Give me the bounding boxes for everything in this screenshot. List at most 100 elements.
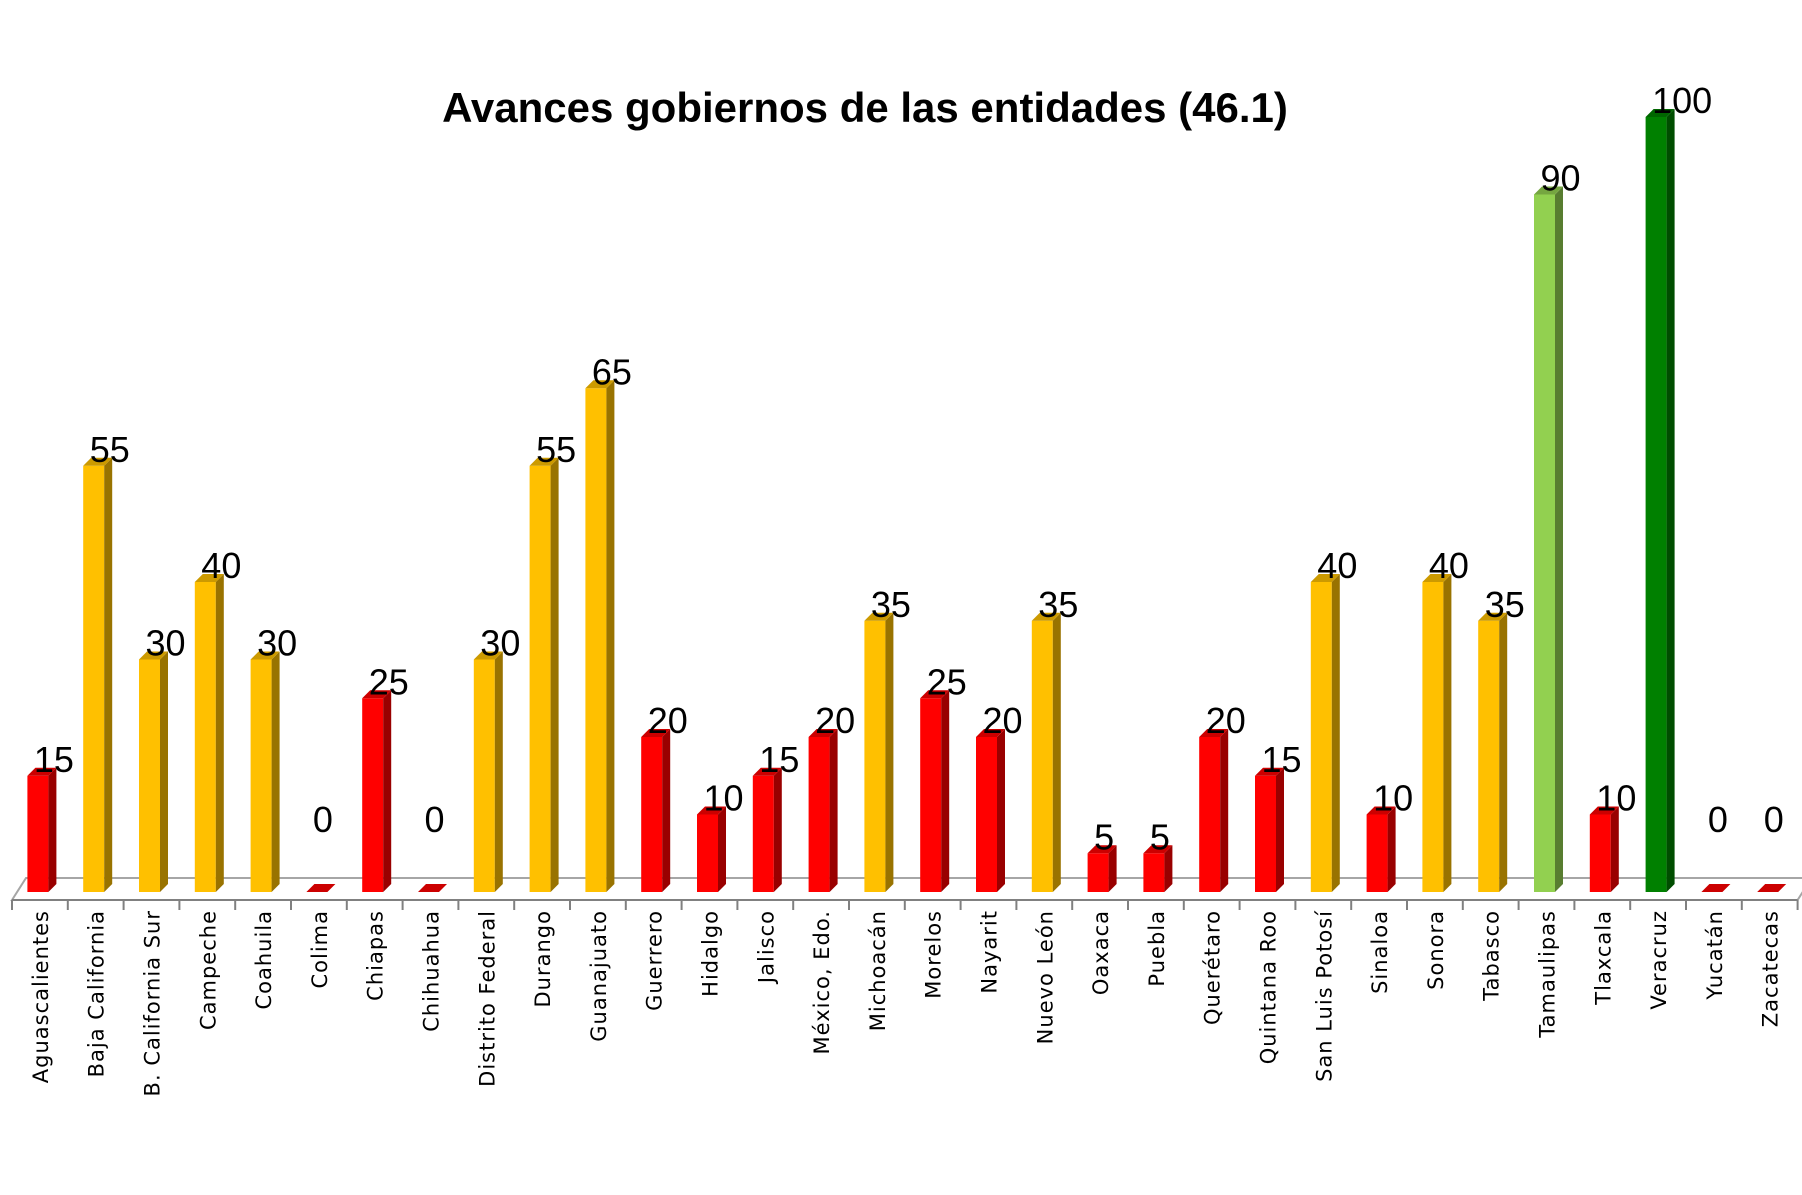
x-tick-label: Morelos — [922, 910, 946, 999]
bar — [641, 729, 671, 892]
bar — [585, 380, 615, 892]
bar — [1031, 612, 1061, 892]
bar-top — [808, 729, 838, 737]
bar-front — [1422, 582, 1444, 892]
bar-side — [1276, 767, 1284, 892]
x-tick-label: Oaxaca — [1089, 910, 1113, 995]
bar-front — [194, 582, 216, 892]
bar — [1645, 109, 1675, 892]
data-label: 40 — [1317, 545, 1357, 586]
data-label: 0 — [425, 799, 445, 840]
bar-top — [920, 690, 950, 699]
bar-top — [1757, 884, 1787, 892]
data-label: 20 — [648, 700, 688, 741]
x-tick-label: Yucatán — [1703, 910, 1727, 1001]
bar-side — [550, 457, 559, 892]
bar-side — [494, 651, 503, 892]
x-tick-label: Sonora — [1424, 910, 1448, 990]
bar — [1701, 884, 1731, 892]
data-label: 10 — [1373, 778, 1413, 819]
bar-top — [1143, 845, 1173, 854]
bar-top — [1087, 845, 1117, 854]
x-tick-label: Jalisco — [754, 910, 778, 985]
x-tick-label: Tamaulipas — [1536, 910, 1560, 1039]
bar — [306, 884, 336, 892]
x-tick-label: Tlaxcala — [1591, 910, 1615, 1006]
bar-front — [808, 737, 830, 892]
x-tick-label: Guerrero — [643, 910, 667, 1011]
bar-front — [864, 620, 886, 892]
data-label: 55 — [90, 429, 130, 470]
data-label: 55 — [536, 429, 576, 470]
bar-side — [1666, 109, 1675, 892]
x-tick-label: B. California Sur — [141, 910, 165, 1096]
bar-top — [1255, 767, 1284, 776]
bar — [1199, 729, 1229, 892]
bar-top — [1199, 729, 1229, 737]
x-tick-label: Aguascalientes — [29, 910, 53, 1083]
x-tick-label: Puebla — [1145, 910, 1169, 987]
bar — [1087, 845, 1117, 892]
bar-side — [1387, 806, 1396, 892]
bar — [83, 457, 113, 892]
bar-side — [271, 651, 280, 892]
data-label: 30 — [480, 623, 520, 664]
x-tick-label: Nayarit — [978, 910, 1002, 994]
bar-front — [473, 659, 495, 892]
data-label: 35 — [871, 584, 911, 625]
bar-front — [529, 465, 551, 892]
bar — [920, 690, 950, 892]
bar-top — [1589, 806, 1619, 815]
x-tick-label: Sinaloa — [1368, 910, 1392, 994]
bar-front — [1199, 737, 1221, 892]
x-tick-label: Baja California — [85, 910, 109, 1077]
x-tick-label: Tabasco — [1480, 910, 1504, 1002]
bar — [1255, 767, 1284, 892]
x-tick-label: Veracruz — [1647, 910, 1671, 1010]
bar-front — [752, 775, 774, 892]
bar-top — [1478, 612, 1508, 621]
chart-title: Avances gobiernos de las entidades (46.1… — [442, 84, 1288, 131]
bar-top — [306, 884, 336, 892]
bar-side — [773, 767, 782, 892]
bar-top — [585, 380, 615, 389]
bar — [1589, 806, 1619, 892]
bar-front — [641, 737, 663, 892]
bar-side — [606, 380, 615, 892]
bar-side — [1499, 612, 1508, 892]
bar-side — [383, 690, 392, 892]
data-label: 15 — [34, 739, 74, 780]
bar-front — [1255, 775, 1276, 892]
bar — [194, 574, 224, 892]
bar-top — [529, 457, 559, 466]
data-label: 5 — [1150, 816, 1170, 857]
bar-top — [697, 806, 726, 815]
bar — [473, 651, 503, 892]
bar-top — [139, 651, 168, 660]
x-tick-label: Chiapas — [364, 910, 388, 1001]
bar-side — [1164, 845, 1173, 892]
data-label: 20 — [1206, 700, 1246, 741]
bar-top — [1031, 612, 1061, 621]
x-tick-label: Durango — [531, 910, 555, 1007]
bar-front — [920, 698, 942, 892]
data-labels: 15 55 30 40 30 0 25 0 30 55 65 20 10 15 20 35 25 20 35 5 5 20… — [34, 80, 1784, 857]
data-label: 20 — [815, 700, 855, 741]
bar-side — [48, 767, 57, 892]
bar-top — [1366, 806, 1396, 815]
data-label: 40 — [201, 545, 241, 586]
bar-side — [1331, 574, 1340, 892]
bar-front — [1087, 853, 1109, 892]
bar — [139, 651, 168, 892]
x-tick-label: Michoacán — [866, 910, 890, 1031]
bar-top — [752, 767, 782, 776]
data-label: 30 — [146, 623, 186, 664]
bar — [752, 767, 782, 892]
bar-top — [1310, 574, 1340, 582]
bar — [1534, 186, 1563, 892]
bar-top — [976, 729, 1005, 737]
bar-side — [941, 690, 950, 892]
bar-front — [1366, 814, 1388, 892]
data-label: 15 — [1262, 739, 1302, 780]
bar-side — [1610, 806, 1619, 892]
